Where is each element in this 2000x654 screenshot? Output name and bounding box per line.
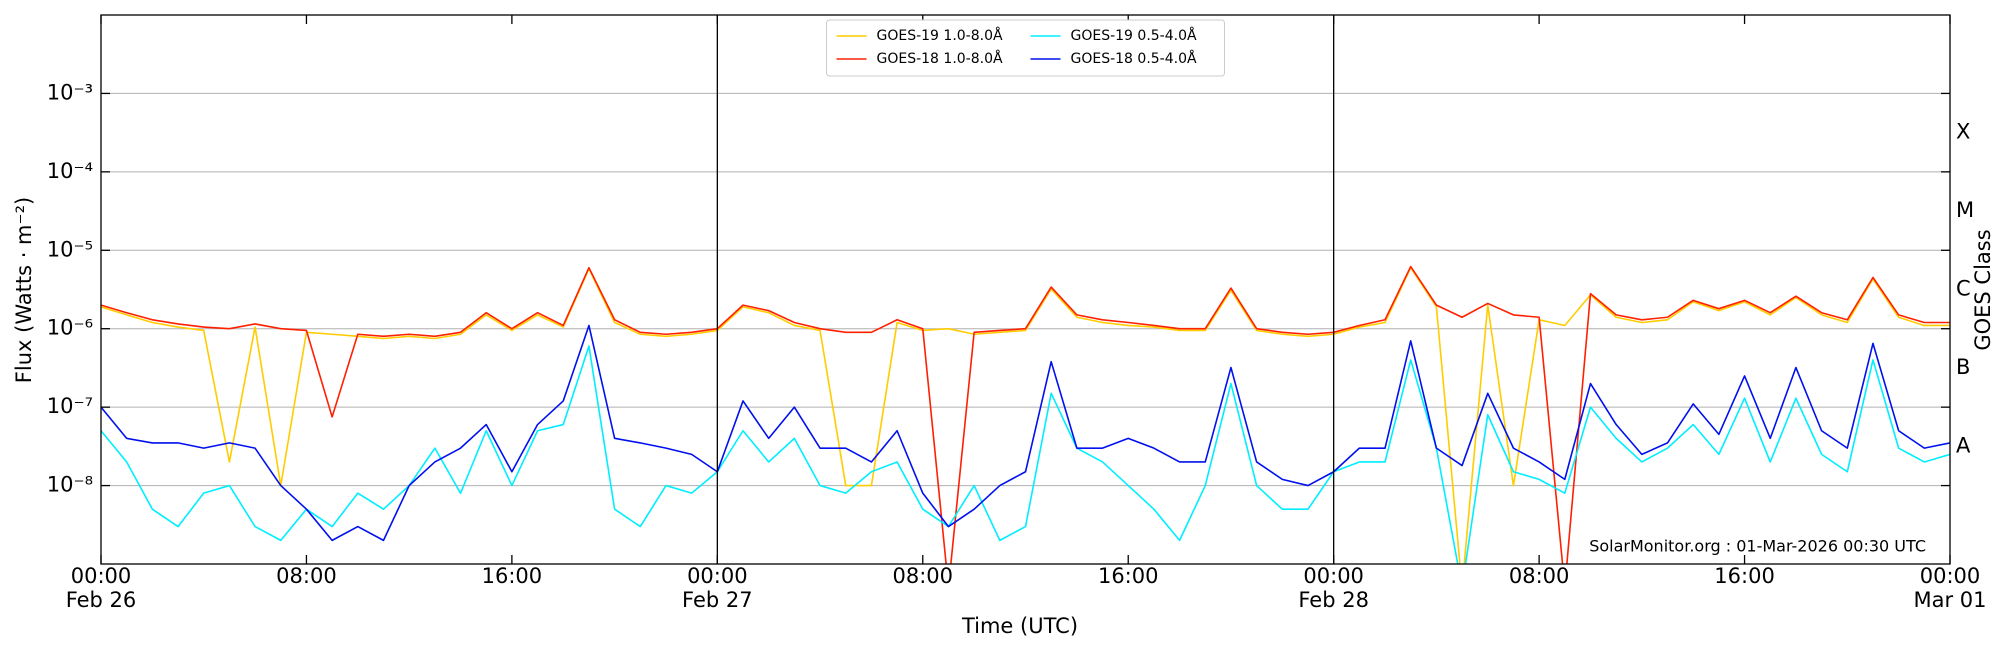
y-tick-label: 10⁻⁴: [47, 159, 93, 183]
series-line: [101, 265, 1950, 564]
y-tick-label: 10⁻⁸: [47, 473, 93, 497]
legend-label: GOES-18 0.5-4.0Å: [1071, 50, 1197, 67]
annotation: SolarMonitor.org : 01-Mar-2026 00:30 UTC: [1589, 537, 1926, 556]
legend-label: GOES-19 0.5-4.0Å: [1071, 27, 1197, 44]
x-tick-label: 00:00 Feb 28: [1298, 564, 1369, 612]
y-tick-label: 10⁻⁵: [47, 237, 93, 261]
y-tick-label: 10⁻⁷: [47, 394, 93, 418]
x-tick-label: 16:00: [1098, 564, 1159, 588]
y2-tick-label: X: [1956, 120, 1970, 144]
axes: 10⁻⁸ 10⁻⁷ 10⁻⁶ 10⁻⁵ 10⁻⁴ 10⁻³ A B C M X 00:00 Feb 26…: [47, 15, 1987, 612]
legend-label: GOES-18 1.0-8.0Å: [877, 50, 1003, 67]
x-axis-label: Time (UTC): [961, 614, 1078, 638]
x-tick-label: 16:00: [482, 564, 543, 588]
y2-tick-label: A: [1956, 433, 1971, 457]
x-tick-label: 00:00 Mar 01: [1913, 564, 1986, 612]
legend-label: GOES-19 1.0-8.0Å: [877, 27, 1003, 44]
x-tick-label: 08:00: [1509, 564, 1570, 588]
x-tick-label: 16:00: [1714, 564, 1775, 588]
legend: GOES-19 1.0-8.0Å GOES-18 1.0-8.0Å GOES-19 …: [826, 19, 1225, 77]
y2-axis-label: GOES Class: [1971, 229, 1995, 350]
y-tick-label: 10⁻⁶: [47, 316, 93, 340]
y2-tick-label: M: [1956, 198, 1974, 222]
y2-tick-label: C: [1956, 277, 1971, 301]
series-line: [101, 324, 1950, 542]
x-tick-label: 00:00 Feb 26: [66, 564, 137, 612]
legend-box: [826, 19, 1225, 77]
y-tick-label: 10⁻³: [47, 80, 93, 104]
plot-frame: [100, 14, 1951, 565]
y2-tick-label: B: [1956, 355, 1970, 379]
series-layer: [101, 265, 1950, 564]
x-tick-label: 08:00: [276, 564, 337, 588]
x-tick-label: 08:00: [893, 564, 954, 588]
series-line: [101, 266, 1950, 564]
y-axis-label: Flux (Watts · m⁻²): [12, 197, 36, 383]
x-tick-label: 00:00 Feb 27: [682, 564, 753, 612]
